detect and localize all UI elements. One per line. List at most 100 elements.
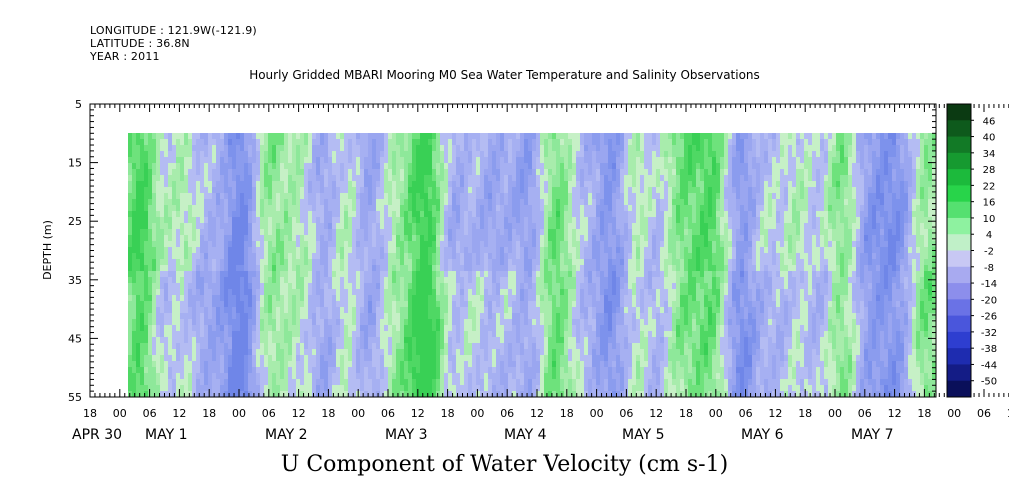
- heatmap-cell: [396, 289, 401, 296]
- heatmap-cell: [380, 235, 385, 242]
- heatmap-cell: [300, 361, 305, 368]
- heatmap-cell: [236, 379, 241, 386]
- heatmap-cell: [496, 319, 501, 326]
- heatmap-cell: [392, 277, 397, 284]
- heatmap-cell: [468, 367, 473, 374]
- heatmap-cell: [140, 337, 145, 344]
- heatmap-cell: [428, 169, 433, 176]
- heatmap-cell: [540, 229, 545, 236]
- heatmap-cell: [272, 199, 277, 206]
- heatmap-cell: [280, 157, 285, 164]
- heatmap-cell: [392, 211, 397, 218]
- heatmap-cell: [508, 367, 513, 374]
- heatmap-cell: [308, 301, 313, 308]
- heatmap-cell: [160, 133, 165, 140]
- heatmap-cell: [332, 187, 337, 194]
- heatmap-cell: [536, 349, 541, 356]
- heatmap-cell: [344, 379, 349, 386]
- heatmap-cell: [312, 319, 317, 326]
- heatmap-cell: [376, 373, 381, 380]
- heatmap-cell: [408, 229, 413, 236]
- heatmap-cell: [492, 259, 497, 266]
- heatmap-cell: [444, 331, 449, 338]
- heatmap-cell: [484, 301, 489, 308]
- heatmap-cell: [520, 373, 525, 380]
- heatmap-cell: [196, 229, 201, 236]
- heatmap-cell: [452, 373, 457, 380]
- heatmap-cell: [388, 259, 393, 266]
- heatmap-cell: [248, 391, 253, 397]
- heatmap-cell: [376, 331, 381, 338]
- heatmap-cell: [496, 205, 501, 212]
- heatmap-cell: [368, 139, 373, 146]
- heatmap-cell: [164, 361, 169, 368]
- heatmap-cell: [448, 139, 453, 146]
- heatmap-cell: [340, 181, 345, 188]
- heatmap-cell: [440, 193, 445, 200]
- heatmap-cell: [216, 379, 221, 386]
- heatmap-cell: [184, 175, 189, 182]
- heatmap-cell: [280, 187, 285, 194]
- heatmap-cell: [368, 307, 373, 314]
- heatmap-cell: [236, 361, 241, 368]
- heatmap-cell: [148, 265, 153, 272]
- heatmap-cell: [504, 175, 509, 182]
- heatmap-cell: [256, 367, 261, 374]
- heatmap-cell: [492, 331, 497, 338]
- heatmap-cell: [348, 391, 353, 397]
- heatmap-cell: [392, 337, 397, 344]
- heatmap-cell: [192, 193, 197, 200]
- heatmap-cell: [372, 313, 377, 320]
- heatmap-cell: [360, 295, 365, 302]
- heatmap-cell: [200, 223, 205, 230]
- heatmap-cell: [304, 181, 309, 188]
- heatmap-cell: [508, 277, 513, 284]
- heatmap-cell: [244, 271, 249, 278]
- heatmap-cell: [284, 223, 289, 230]
- heatmap-cell: [384, 349, 389, 356]
- heatmap-cell: [348, 139, 353, 146]
- heatmap-cell: [128, 193, 133, 200]
- heatmap-cell: [332, 295, 337, 302]
- heatmap-cell: [440, 205, 445, 212]
- heatmap-cell: [444, 145, 449, 152]
- heatmap-cell: [392, 193, 397, 200]
- heatmap-cell: [208, 295, 213, 302]
- heatmap-cell: [192, 211, 197, 218]
- heatmap-cell: [148, 271, 153, 278]
- heatmap-cell: [532, 133, 537, 140]
- heatmap-cell: [272, 169, 277, 176]
- heatmap-cell: [300, 355, 305, 362]
- heatmap-cell: [512, 193, 517, 200]
- heatmap-cell: [132, 229, 137, 236]
- heatmap-cell: [412, 259, 417, 266]
- heatmap-cell: [268, 157, 273, 164]
- heatmap-cell: [200, 379, 205, 386]
- heatmap-cell: [564, 325, 569, 332]
- heatmap-cell: [228, 307, 233, 314]
- heatmap-cell: [160, 319, 165, 326]
- heatmap-cell: [568, 187, 573, 194]
- heatmap-cell: [160, 211, 165, 218]
- heatmap-cell: [536, 223, 541, 230]
- heatmap-cell: [372, 277, 377, 284]
- heatmap-cell: [420, 289, 425, 296]
- heatmap-cell: [400, 253, 405, 260]
- heatmap-cell: [448, 163, 453, 170]
- heatmap-cell: [528, 181, 533, 188]
- heatmap-cell: [172, 307, 177, 314]
- heatmap-cell: [180, 247, 185, 254]
- heatmap-cell: [192, 289, 197, 296]
- heatmap-cell: [200, 229, 205, 236]
- heatmap-cell: [164, 205, 169, 212]
- heatmap-cell: [400, 367, 405, 374]
- heatmap-cell: [296, 181, 301, 188]
- heatmap-cell: [408, 295, 413, 302]
- heatmap-cell: [224, 295, 229, 302]
- heatmap-cell: [208, 271, 213, 278]
- heatmap-cell: [448, 295, 453, 302]
- heatmap-cell: [516, 307, 521, 314]
- heatmap-cell: [412, 289, 417, 296]
- heatmap-cell: [148, 181, 153, 188]
- heatmap-cell: [412, 385, 417, 392]
